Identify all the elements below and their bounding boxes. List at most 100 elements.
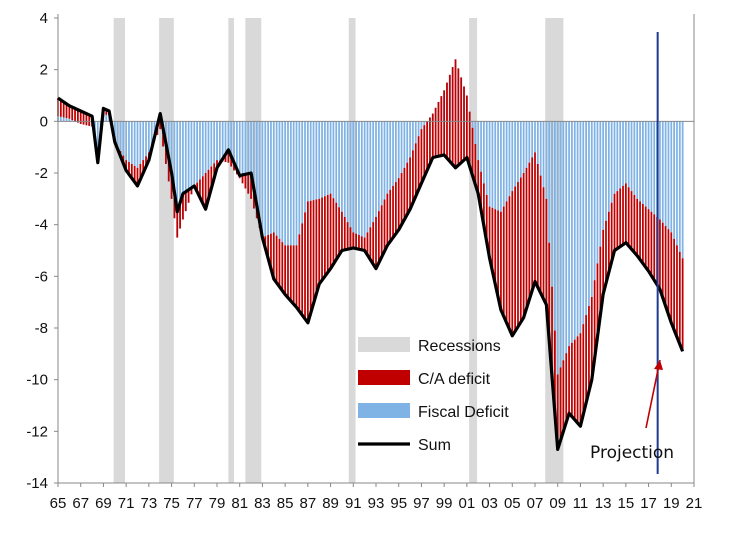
fiscal-deficit-bar [636, 121, 639, 199]
fiscal-deficit-bar [551, 121, 553, 287]
ca-deficit-bar [434, 107, 437, 157]
fiscal-deficit-bar [275, 121, 278, 236]
fiscal-deficit-bar [190, 121, 193, 195]
x-tick-label: 97 [413, 495, 430, 512]
fiscal-deficit-bar [59, 116, 62, 122]
x-tick-label: 95 [390, 495, 407, 512]
ca-deficit-bar [673, 238, 676, 330]
fiscal-deficit-bar [65, 118, 68, 122]
fiscal-deficit-bar [133, 121, 136, 166]
ca-deficit-bar [176, 211, 179, 238]
fiscal-deficit-bar [372, 121, 375, 223]
y-tick-label: -8 [35, 320, 48, 337]
fiscal-deficit-bar [562, 121, 565, 361]
fiscal-deficit-bar [545, 121, 548, 199]
y-tick-label: -12 [26, 423, 48, 440]
ca-deficit-bar [514, 186, 517, 332]
fiscal-deficit-bar [193, 121, 196, 186]
fiscal-deficit-bar [207, 121, 210, 170]
ca-deficit-bar [636, 198, 639, 256]
ca-deficit-bar [590, 297, 593, 380]
fiscal-deficit-bar [610, 121, 613, 203]
fiscal-deficit-bar [593, 121, 596, 281]
fiscal-deficit-bar [150, 121, 153, 147]
fiscal-deficit-bar [128, 121, 130, 163]
x-tick-label: 19 [663, 495, 680, 512]
fiscal-deficit-bar [113, 121, 116, 142]
fiscal-deficit-bar [71, 120, 74, 122]
recession-band [469, 18, 478, 483]
ca-deficit-bar [599, 246, 602, 316]
fiscal-deficit-bar [483, 121, 485, 184]
ca-deficit-bar [375, 216, 377, 269]
fiscal-deficit-bar [201, 121, 204, 177]
fiscal-deficit-bar [301, 121, 304, 224]
fiscal-deficit-bar [409, 121, 411, 158]
fiscal-deficit-bar [590, 121, 593, 297]
ca-deficit-bar [497, 210, 499, 297]
fiscal-deficit-bar [145, 121, 147, 157]
fiscal-deficit-bar [400, 121, 403, 173]
ca-deficit-bar [227, 149, 230, 163]
legend: Recessions C/A deficit Fiscal Deficit Sum [358, 337, 509, 454]
fiscal-deficit-bar [542, 121, 545, 188]
y-tick-label: -6 [35, 268, 48, 285]
ca-deficit-bar [409, 157, 411, 210]
fiscal-deficit-bar [258, 121, 261, 228]
fiscal-deficit-bar [170, 121, 173, 199]
x-tick-label: 99 [436, 495, 453, 512]
ca-deficit-bar [519, 177, 522, 323]
ca-deficit-bar [82, 112, 85, 125]
ca-deficit-bar [653, 214, 656, 281]
ca-deficit-bar [267, 235, 269, 259]
ca-deficit-bar [59, 100, 62, 117]
fiscal-deficit-bar [559, 121, 562, 368]
ca-deficit-bar [488, 206, 491, 259]
ca-deficit-bar [247, 173, 250, 194]
ca-deficit-bar [414, 143, 417, 197]
fiscal-deficit-bar [670, 121, 673, 233]
ca-deficit-bar [474, 143, 477, 185]
ca-deficit-bar [457, 68, 460, 166]
ca-deficit-bar [500, 211, 502, 310]
ca-deficit-bar [429, 117, 431, 164]
fiscal-deficit-bar [573, 121, 576, 340]
fiscal-deficit-bar [216, 121, 218, 161]
recession-band [113, 18, 126, 483]
fiscal-deficit-bar [184, 121, 187, 212]
ca-deficit-bar [659, 219, 661, 290]
ca-deficit-bar [471, 127, 474, 176]
fiscal-deficit-bar [204, 121, 207, 173]
ca-deficit-bar [190, 187, 193, 195]
fiscal-deficit-bar [571, 121, 573, 343]
ca-deficit-bar [386, 193, 389, 246]
ca-deficit-bar [588, 306, 590, 392]
ca-deficit-bar [306, 201, 309, 323]
fiscal-deficit-bar [366, 121, 369, 233]
fiscal-deficit-bar [599, 121, 602, 247]
ca-deficit-bar [576, 336, 579, 423]
legend-fiscal-deficit: Fiscal Deficit [358, 403, 509, 421]
fiscal-deficit-bar [218, 121, 221, 161]
fiscal-deficit-bar [676, 121, 678, 246]
ca-deficit-bar [284, 245, 287, 295]
fiscal-deficit-bar [341, 121, 343, 212]
fiscal-deficit-bar [230, 121, 233, 167]
ca-deficit-bar [173, 192, 176, 219]
ca-deficit-bar [397, 178, 400, 230]
ca-deficit-bar [392, 185, 394, 238]
fiscal-deficit-bar [264, 121, 267, 237]
ca-deficit-bar [579, 333, 582, 427]
y-tick-label: -14 [26, 475, 48, 492]
ca-deficit-bar [491, 207, 494, 272]
recession-band [159, 18, 174, 483]
legend-ca-deficit-label: C/A deficit [418, 371, 491, 388]
ca-deficit-bar [244, 174, 247, 189]
ca-deficit-bar [644, 206, 647, 268]
ca-deficit-bar [213, 163, 216, 179]
ca-deficit-bar [562, 360, 565, 432]
ca-deficit-bar [326, 194, 329, 273]
fiscal-deficit-bar [624, 121, 627, 184]
x-tick-label: 89 [322, 495, 339, 512]
